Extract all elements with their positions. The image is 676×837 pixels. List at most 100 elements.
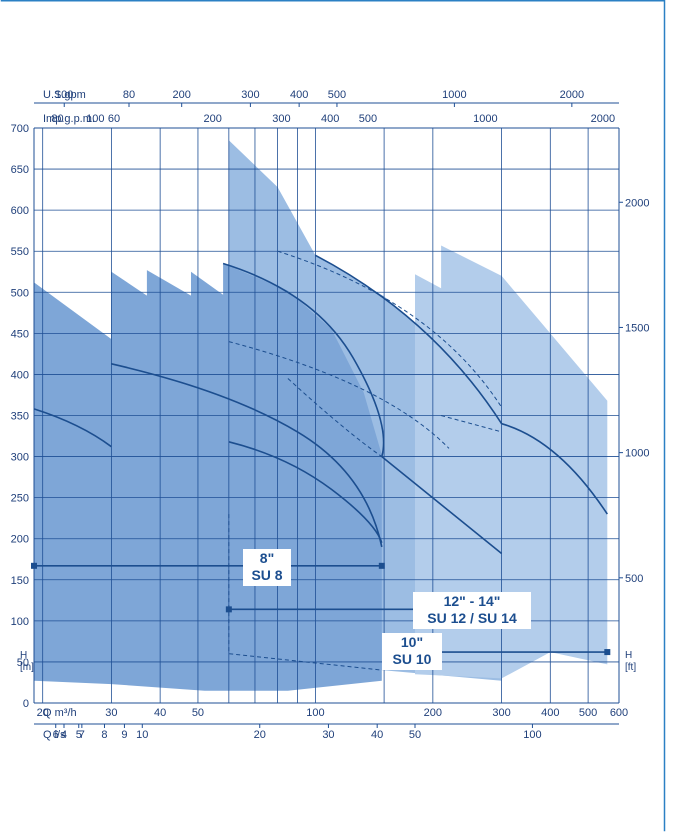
x-m3h-tick-600: 600 xyxy=(610,707,628,719)
x-ls-tick-8: 8 xyxy=(101,729,107,741)
x-ls-tick-20: 20 xyxy=(254,729,266,741)
x-ls-tick-40: 40 xyxy=(371,729,383,741)
x-usgpm-tick-1000: 1000 xyxy=(442,89,466,101)
y-left-tick-200: 200 xyxy=(11,534,29,546)
performance-curves xyxy=(33,250,608,671)
axes xyxy=(33,102,623,728)
x-ls-tick-5: 5 xyxy=(76,729,82,741)
y-left-tick-700: 700 xyxy=(11,123,29,135)
x-usgpm-tick-200: 200 xyxy=(173,89,191,101)
x-usgpm-tick-80: 80 xyxy=(123,89,135,101)
performance-curve-5 xyxy=(381,455,503,555)
x-m3h-tick-50: 50 xyxy=(192,707,204,719)
x-ls-tick-9: 9 xyxy=(121,729,127,741)
y-left-tick-0: 0 xyxy=(23,698,29,710)
m3h-unit-label: Q m³/h xyxy=(43,707,77,719)
x-usgpm-tick-2000: 2000 xyxy=(560,89,584,101)
performance-curve-4 xyxy=(222,262,385,457)
label-su10-box xyxy=(382,633,442,670)
x-impgpm-tick-80: 80 xyxy=(51,113,63,125)
y-left-tick-50: 50 xyxy=(17,657,29,669)
x-ls-tick-7: 7 xyxy=(79,729,85,741)
performance-curve-3 xyxy=(228,441,383,544)
x-m3h-tick-300: 300 xyxy=(492,707,510,719)
label-su10-line1: 10" xyxy=(401,634,423,650)
x-usgpm-tick-100: 100 xyxy=(55,89,73,101)
range-2-start xyxy=(225,606,232,613)
x-impgpm-tick-2000: 2000 xyxy=(591,113,615,125)
range-1-start xyxy=(31,562,37,569)
y-left-tick-150: 150 xyxy=(11,575,29,587)
performance-curve-6 xyxy=(315,254,503,425)
x-ls-tick-6: 6 xyxy=(53,729,59,741)
x-m3h-tick-500: 500 xyxy=(579,707,597,719)
label-su8-line1: 8" xyxy=(260,550,274,566)
x-impgpm-tick-1000: 1000 xyxy=(473,113,497,125)
y-right-label-h: H xyxy=(625,650,632,661)
dashed-curve-3 xyxy=(287,378,383,458)
y-left-tick-650: 650 xyxy=(11,164,29,176)
impgpm-unit-label: Imp.g.p.m. xyxy=(43,113,95,125)
range-3-end xyxy=(604,649,611,656)
y-left-tick-600: 600 xyxy=(11,205,29,217)
label-su10: 10" SU 10 xyxy=(382,633,442,670)
range-1-end xyxy=(378,562,385,569)
label-su8-line2: SU 8 xyxy=(251,567,282,583)
coverage-areas xyxy=(34,140,608,691)
y-right-tick-1500: 1500 xyxy=(625,322,649,334)
tick-labels: 0501001502002503003504004505005506006507… xyxy=(11,89,650,741)
x-impgpm-tick-200: 200 xyxy=(204,113,222,125)
x-m3h-tick-400: 400 xyxy=(541,707,559,719)
label-su12-14: 12" - 14" SU 12 / SU 14 xyxy=(413,592,531,629)
x-impgpm-tick-400: 400 xyxy=(321,113,339,125)
x-usgpm-tick-300: 300 xyxy=(241,89,259,101)
x-ls-tick-30: 30 xyxy=(322,729,334,741)
x-ls-tick-100: 100 xyxy=(523,729,541,741)
x-m3h-tick-100: 100 xyxy=(306,707,324,719)
ls-unit-label: Q l/s xyxy=(43,729,66,741)
y-left-tick-400: 400 xyxy=(11,369,29,381)
y-left-label-unit: [m] xyxy=(20,662,34,673)
y-left-tick-350: 350 xyxy=(11,411,29,423)
y-right-tick-500: 500 xyxy=(625,573,643,585)
y-left-tick-450: 450 xyxy=(11,328,29,340)
y-left-tick-500: 500 xyxy=(11,287,29,299)
y-left-label-h: H xyxy=(20,650,27,661)
area-8-su-8 xyxy=(34,263,382,691)
usgpm-unit-label: U.S.gpm xyxy=(43,89,86,101)
area-12-14-su-12-su-14 xyxy=(415,245,608,679)
dashed-curve-4 xyxy=(440,415,502,433)
x-ls-tick-10: 10 xyxy=(136,729,148,741)
label-su8: 8" SU 8 xyxy=(243,549,291,586)
x-m3h-tick-200: 200 xyxy=(424,707,442,719)
label-su8-box xyxy=(243,549,291,586)
x-impgpm-tick-60: 60 xyxy=(108,113,120,125)
x-usgpm-tick-500: 500 xyxy=(328,89,346,101)
x-impgpm-tick-300: 300 xyxy=(272,113,290,125)
y-right-tick-1000: 1000 xyxy=(625,448,649,460)
y-left-tick-100: 100 xyxy=(11,616,29,628)
x-ls-tick-4: 4 xyxy=(61,729,67,741)
label-su12-14-box xyxy=(413,592,531,629)
y-right-tick-2000: 2000 xyxy=(625,197,649,209)
x-impgpm-tick-100: 100 xyxy=(86,113,104,125)
y-left-tick-250: 250 xyxy=(11,493,29,505)
dashed-curve-1 xyxy=(228,341,450,449)
performance-curve-7 xyxy=(501,422,608,515)
x-impgpm-tick-500: 500 xyxy=(359,113,377,125)
y-left-tick-300: 300 xyxy=(11,452,29,464)
x-ls-tick-50: 50 xyxy=(409,729,421,741)
y-right-label-unit: [ft] xyxy=(625,662,636,673)
x-usgpm-tick-400: 400 xyxy=(290,89,308,101)
label-su12-14-line1: 12" - 14" xyxy=(444,593,501,609)
x-m3h-tick-20: 20 xyxy=(37,707,49,719)
performance-curve-1 xyxy=(33,408,112,448)
label-su10-line2: SU 10 xyxy=(393,651,432,667)
page-border xyxy=(0,0,666,832)
x-m3h-tick-30: 30 xyxy=(105,707,117,719)
y-left-tick-550: 550 xyxy=(11,246,29,258)
label-su12-14-line2: SU 12 / SU 14 xyxy=(427,610,517,626)
dashed-curve-2 xyxy=(277,250,503,408)
